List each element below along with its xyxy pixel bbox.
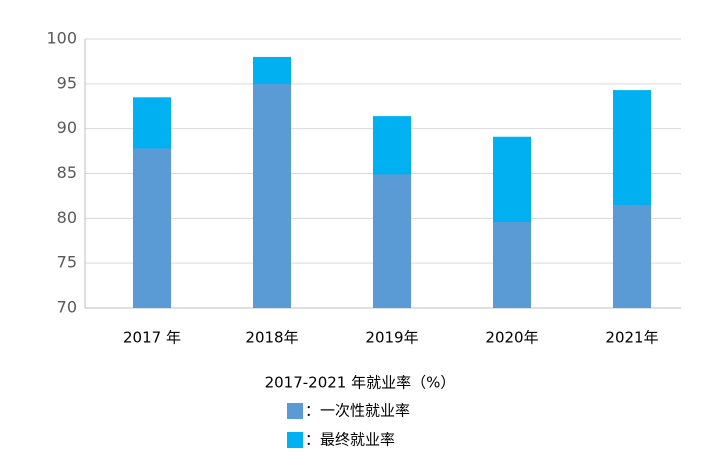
y-tick-label: 95: [57, 73, 77, 92]
legend-swatch: [287, 403, 303, 419]
x-tick-label: 2018年: [245, 329, 298, 347]
x-tick-label: 2019年: [365, 329, 418, 347]
chart-title: 2017-2021 年就业率（%）: [265, 374, 456, 392]
y-tick-label: 100: [46, 29, 77, 48]
y-tick-label: 85: [57, 163, 77, 182]
bar: [253, 83, 291, 308]
legend-swatch: [287, 432, 303, 448]
bar: [133, 148, 171, 308]
y-tick-label: 70: [57, 298, 77, 317]
y-tick-label: 90: [57, 118, 77, 137]
x-tick-label: 2021年: [605, 329, 658, 347]
y-tick-label: 80: [57, 208, 77, 227]
legend-label: ：最终就业率: [305, 431, 395, 449]
legend-label: ：一次性就业率: [305, 402, 410, 420]
bar: [373, 174, 411, 308]
x-tick-label: 2020年: [485, 329, 538, 347]
y-tick-label: 75: [57, 253, 77, 272]
bar: [493, 221, 531, 308]
bar: [613, 204, 651, 308]
x-tick-label: 2017 年: [123, 329, 181, 347]
